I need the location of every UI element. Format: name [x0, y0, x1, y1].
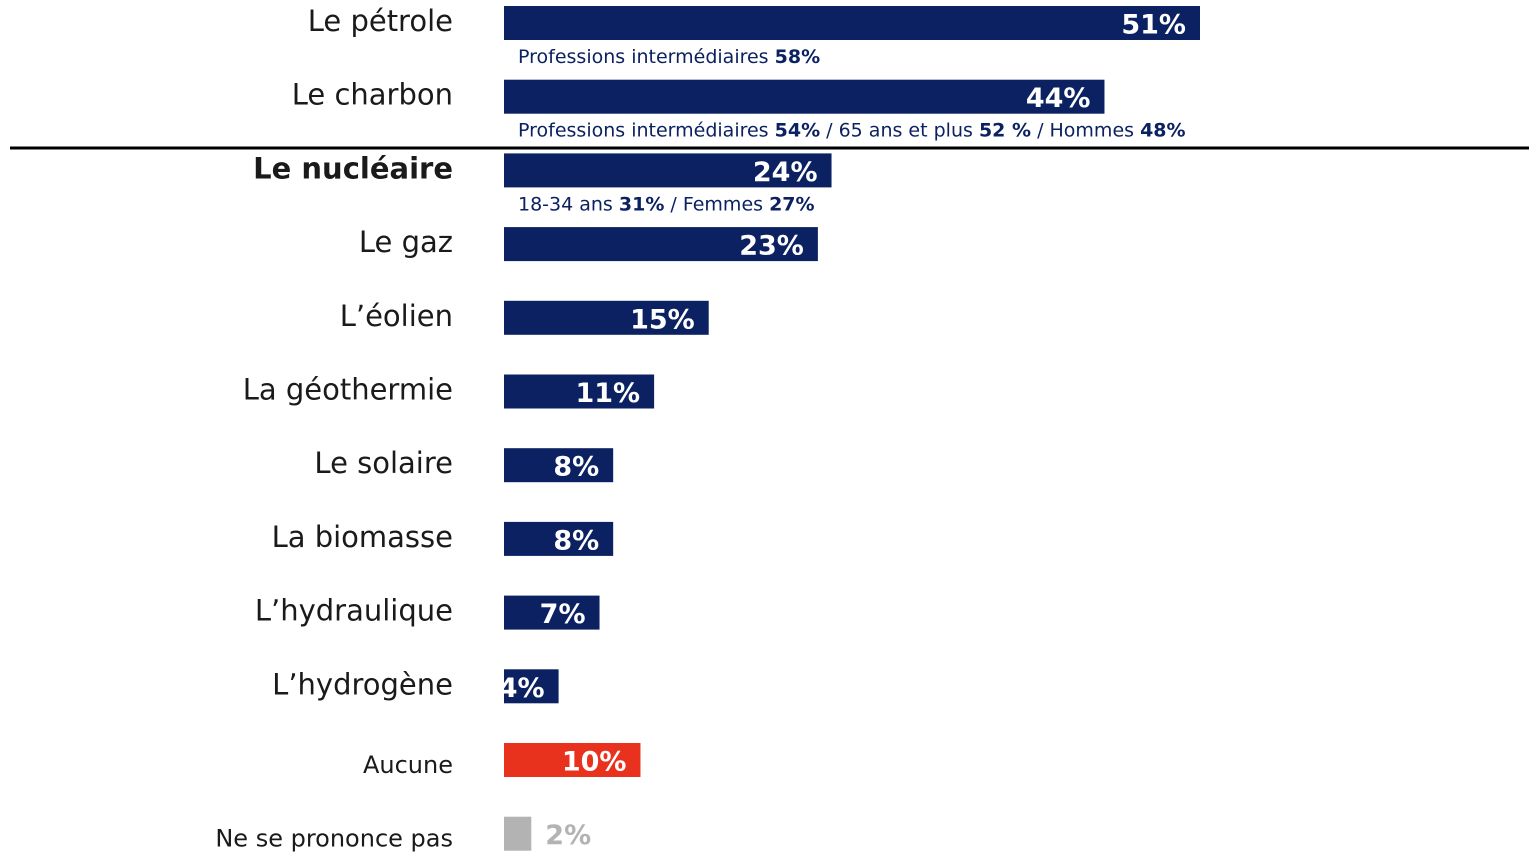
- category-label: Ne se prononce pas: [215, 825, 453, 853]
- category-label: Le pétrole: [308, 4, 453, 38]
- category-label: La géothermie: [243, 373, 453, 407]
- bar: [504, 595, 600, 630]
- value-label: 24%: [753, 157, 818, 188]
- bar: [504, 521, 614, 556]
- annotation-value: 31%: [619, 193, 664, 215]
- value-label: 10%: [562, 747, 627, 778]
- value-label: 4%: [499, 673, 545, 704]
- annotation: Professions intermédiaires 54% / 65 ans …: [518, 119, 1186, 141]
- category-label: Le gaz: [359, 225, 453, 259]
- annotation: Professions intermédiaires 58%: [518, 46, 820, 68]
- category-label: L’éolien: [340, 299, 453, 333]
- category-label: La biomasse: [272, 520, 453, 554]
- annotation-separator: /: [1031, 119, 1049, 141]
- annotation-value: 54%: [775, 119, 820, 141]
- category-label: Aucune: [363, 751, 453, 779]
- bar: [504, 669, 559, 704]
- bar: [504, 79, 1105, 114]
- annotation-value: 48%: [1140, 119, 1185, 141]
- annotation: 18-34 ans 31% / Femmes 27%: [518, 193, 815, 215]
- annotation-text: Hommes: [1050, 119, 1141, 141]
- category-label: Le nucléaire: [253, 151, 453, 185]
- bar: [504, 374, 655, 409]
- category-label: L’hydrogène: [272, 667, 453, 701]
- annotation-text: Professions intermédiaires: [518, 46, 775, 68]
- bar: [504, 6, 1200, 40]
- bar: [504, 300, 709, 335]
- value-label: 44%: [1026, 83, 1091, 114]
- bar: [504, 153, 832, 188]
- value-label: 11%: [575, 378, 640, 409]
- category-label: Le solaire: [314, 446, 453, 480]
- annotation-separator: /: [664, 193, 682, 215]
- category-label: L’hydraulique: [255, 594, 453, 628]
- value-label: 8%: [553, 452, 599, 483]
- annotation-value: 52 %: [979, 119, 1031, 141]
- category-label: Le charbon: [292, 78, 453, 112]
- value-label: 51%: [1121, 10, 1186, 41]
- value-label: 2%: [545, 820, 591, 851]
- annotation-text: Femmes: [683, 193, 769, 215]
- value-label: 23%: [739, 231, 804, 262]
- value-label: 8%: [553, 525, 599, 556]
- value-label: 15%: [630, 304, 695, 335]
- bar: [504, 743, 641, 777]
- annotation-text: Professions intermédiaires: [518, 119, 775, 141]
- value-label: 7%: [540, 599, 586, 630]
- bar: [504, 227, 818, 262]
- annotation-text: 18-34 ans: [518, 193, 619, 215]
- annotation-separator: /: [820, 119, 838, 141]
- bar: [504, 816, 532, 851]
- annotation-value: 58%: [775, 46, 820, 68]
- bar: [504, 448, 614, 483]
- annotation-text: 65 ans et plus: [839, 119, 979, 141]
- annotation-value: 27%: [769, 193, 814, 215]
